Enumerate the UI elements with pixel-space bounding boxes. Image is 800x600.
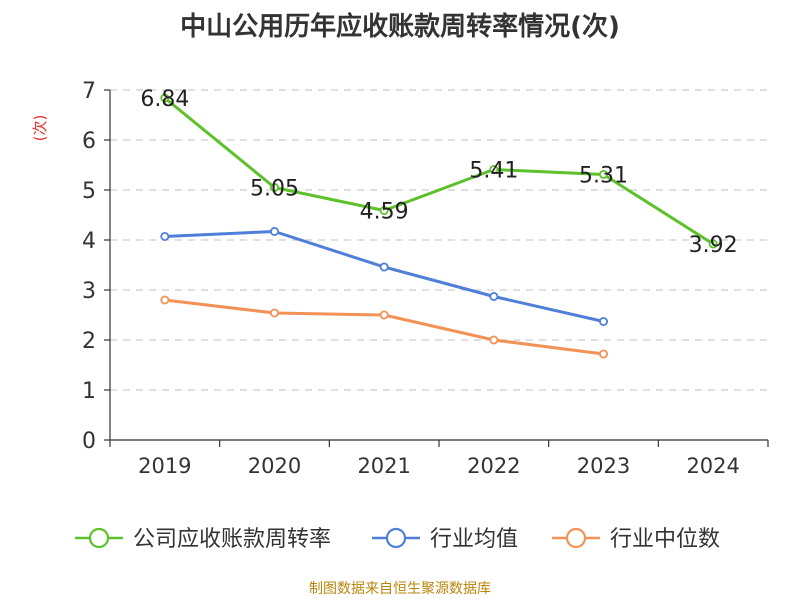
chart-title: 中山公用历年应收账款周转率情况(次) [180, 12, 620, 42]
data-label: 3.92 [689, 233, 738, 258]
series-line [164, 298, 604, 356]
source-note: 制图数据来自恒生聚源数据库 [309, 581, 491, 597]
legend-item-2[interactable]: 行业中位数 [552, 527, 720, 552]
legend-item-0[interactable]: 公司应收账款周转率 [75, 527, 331, 552]
y-tick-label: 6 [82, 129, 96, 154]
data-label: 5.05 [250, 177, 299, 202]
data-point [269, 182, 279, 192]
data-point [269, 226, 279, 236]
legend-marker-icon [385, 527, 407, 549]
data-point [160, 231, 170, 241]
label-layer: 6.84 5.05 4.59 5.41 5.31 3.92 [140, 87, 737, 258]
x-tick-label: 2024 [686, 454, 739, 478]
x-tick-label: 2022 [467, 454, 520, 478]
x-tick-label: 2019 [138, 454, 191, 478]
y-tick-label: 1 [82, 379, 96, 404]
data-point [489, 335, 499, 345]
data-point [269, 308, 279, 318]
data-point [599, 316, 609, 326]
data-label: 4.59 [360, 200, 409, 225]
y-tick-label: 2 [82, 329, 96, 354]
grid-layer [110, 89, 768, 391]
data-point [379, 262, 389, 272]
series-layer [160, 93, 718, 359]
legend-label: 行业中位数 [610, 527, 720, 552]
legend-label: 公司应收账款周转率 [133, 527, 331, 552]
legend-item-1[interactable]: 行业均值 [372, 527, 518, 552]
series-line [163, 96, 714, 246]
legend[interactable]: 公司应收账款周转率 行业均值 行业中位数 [75, 527, 720, 552]
y-axis-title: (次) [31, 115, 49, 142]
legend-marker-icon [565, 527, 587, 549]
axis-layer: 0 1 2 3 4 5 6 7 (次) 2019 2020 2021 2022 2023 2024 [31, 79, 769, 478]
series-0 [160, 93, 718, 249]
legend-label: 行业均值 [430, 527, 518, 552]
x-tick-label: 2020 [248, 454, 301, 478]
data-point [599, 169, 609, 179]
data-point [379, 310, 389, 320]
data-label: 5.31 [579, 164, 628, 189]
data-point [160, 295, 170, 305]
y-tick-label: 4 [82, 229, 96, 254]
y-tick-label: 0 [82, 429, 96, 454]
data-label: 6.84 [140, 87, 189, 112]
y-tick-label: 5 [82, 179, 96, 204]
data-label: 5.41 [469, 159, 518, 184]
y-tick-label: 3 [82, 279, 96, 304]
series-1 [160, 226, 609, 326]
data-point [379, 205, 389, 215]
x-tick-label: 2021 [357, 454, 410, 478]
data-point [489, 164, 499, 174]
data-point [708, 239, 718, 249]
y-tick-label: 7 [82, 79, 96, 104]
data-point [160, 93, 170, 103]
x-tick-label: 2023 [577, 454, 630, 478]
data-point [489, 291, 499, 301]
legend-marker-icon [88, 527, 110, 549]
data-point [599, 349, 609, 359]
series-2 [160, 295, 609, 359]
